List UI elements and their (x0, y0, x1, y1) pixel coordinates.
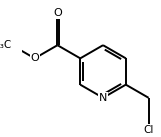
Text: Cl: Cl (143, 125, 154, 135)
Text: H₃C: H₃C (0, 40, 11, 50)
Text: O: O (53, 8, 62, 18)
Text: O: O (30, 53, 39, 63)
Text: N: N (99, 93, 107, 103)
